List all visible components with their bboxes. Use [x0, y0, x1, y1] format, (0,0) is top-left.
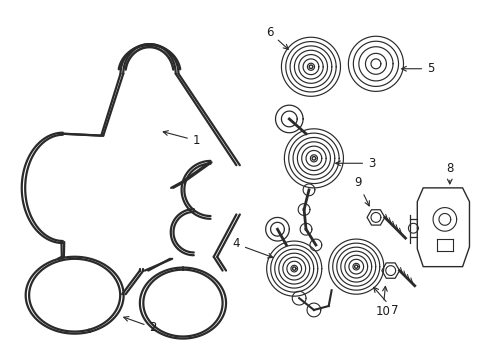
Text: 9: 9: [354, 176, 368, 206]
Text: 2: 2: [123, 316, 157, 334]
Text: 4: 4: [232, 238, 272, 258]
Text: 10: 10: [375, 287, 389, 319]
Text: 7: 7: [373, 287, 397, 318]
Text: 6: 6: [265, 26, 288, 49]
Text: 8: 8: [445, 162, 452, 184]
Text: 5: 5: [401, 62, 434, 75]
Text: 3: 3: [335, 157, 375, 170]
Text: 1: 1: [163, 131, 200, 147]
